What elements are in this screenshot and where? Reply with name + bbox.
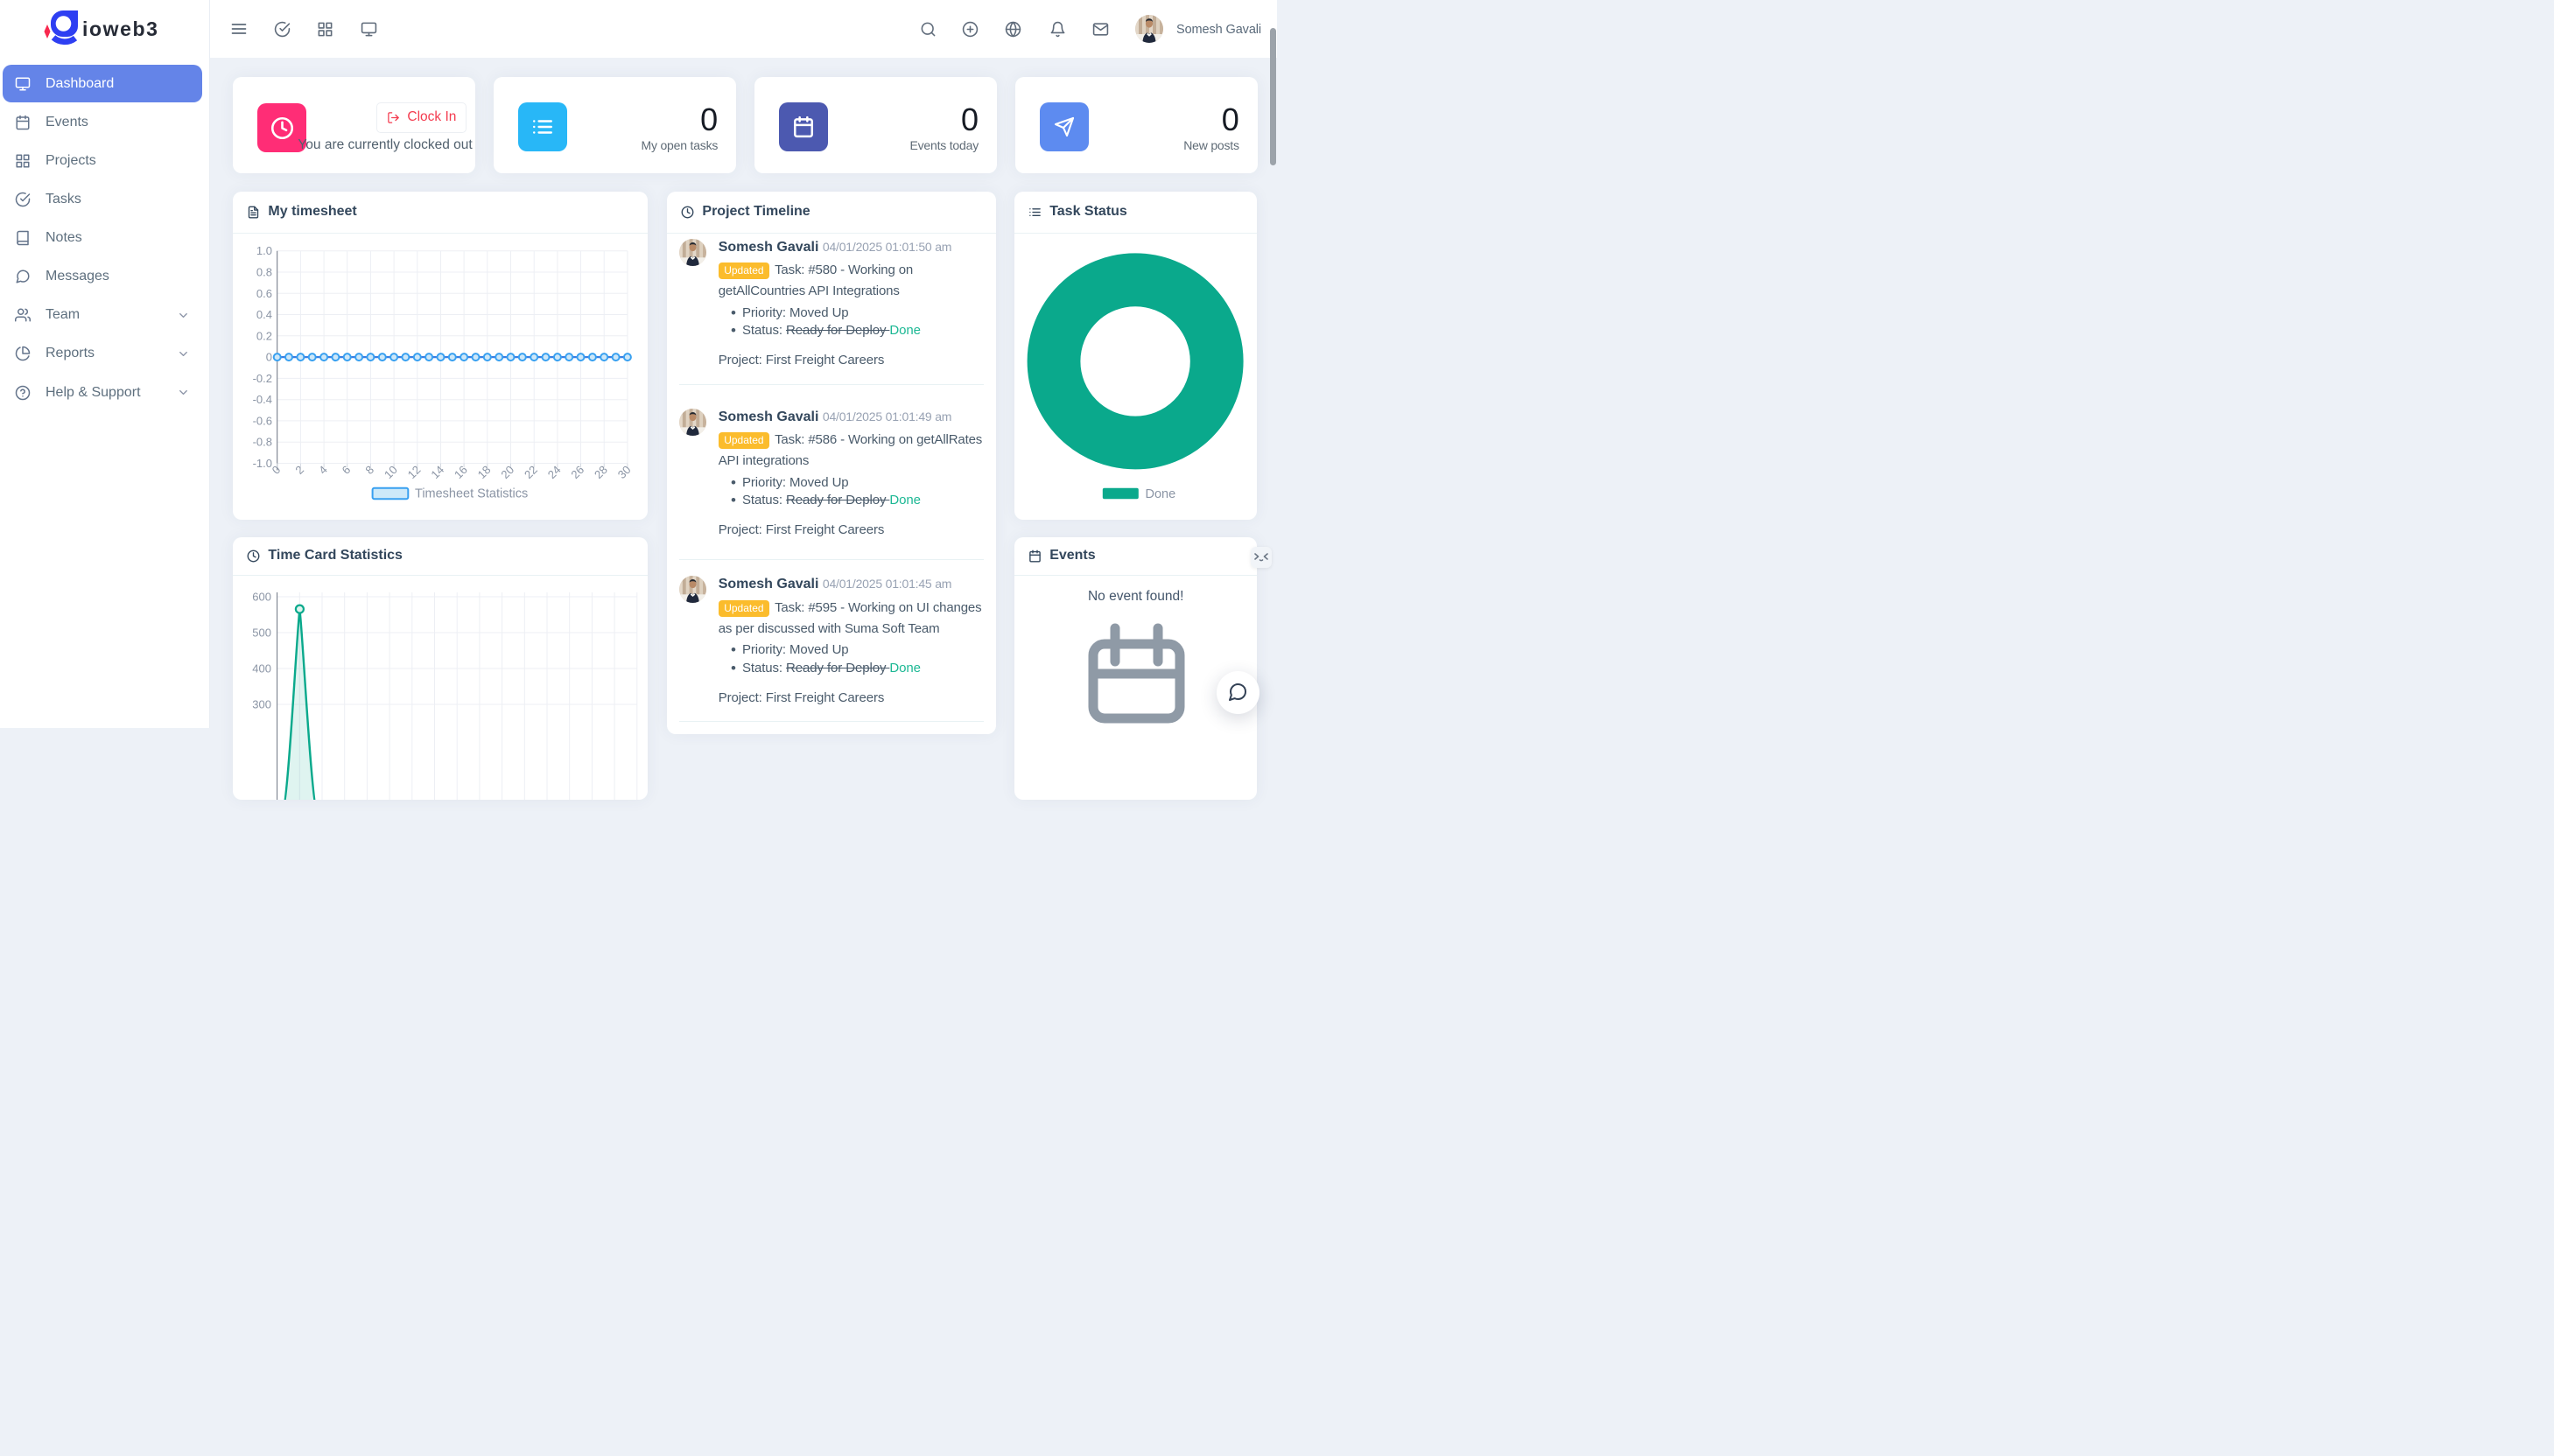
svg-text:24: 24 — [545, 463, 564, 481]
svg-text:1.0: 1.0 — [256, 244, 272, 257]
svg-text:0.4: 0.4 — [256, 308, 272, 321]
svg-text:16: 16 — [452, 463, 470, 481]
svg-text:-0.2: -0.2 — [253, 372, 272, 385]
svg-text:0: 0 — [270, 463, 284, 477]
svg-text:12: 12 — [405, 463, 424, 481]
svg-text:600: 600 — [253, 590, 272, 603]
svg-text:0: 0 — [266, 350, 272, 363]
svg-text:2: 2 — [293, 463, 307, 477]
svg-text:18: 18 — [475, 463, 494, 481]
svg-text:6: 6 — [340, 463, 354, 477]
svg-text:400: 400 — [253, 662, 272, 675]
svg-text:0.8: 0.8 — [256, 265, 272, 278]
svg-text:14: 14 — [429, 463, 447, 481]
svg-text:500: 500 — [253, 626, 272, 639]
svg-text:Timesheet Statistics: Timesheet Statistics — [415, 486, 528, 500]
svg-text:-0.4: -0.4 — [253, 393, 272, 406]
svg-text:4: 4 — [316, 463, 330, 477]
svg-text:300: 300 — [253, 697, 272, 710]
svg-text:-0.8: -0.8 — [253, 435, 272, 448]
svg-text:Done: Done — [1146, 486, 1176, 500]
svg-text:22: 22 — [522, 463, 540, 481]
svg-text:10: 10 — [382, 463, 400, 481]
svg-text:28: 28 — [592, 463, 610, 481]
svg-text:20: 20 — [499, 463, 517, 481]
svg-text:26: 26 — [569, 463, 587, 481]
svg-text:-0.6: -0.6 — [253, 414, 272, 427]
svg-text:0.6: 0.6 — [256, 286, 272, 299]
svg-text:-1.0: -1.0 — [253, 457, 272, 470]
svg-text:30: 30 — [615, 463, 634, 481]
svg-text:0.2: 0.2 — [256, 329, 272, 342]
svg-text:8: 8 — [363, 463, 377, 477]
